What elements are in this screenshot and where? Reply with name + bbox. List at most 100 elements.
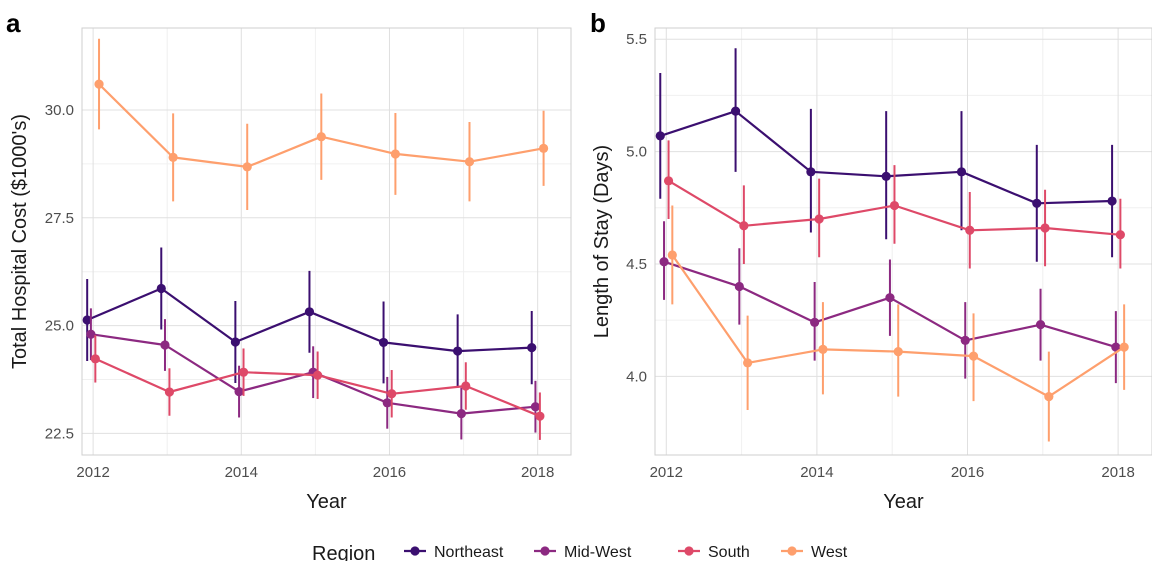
data-point [156, 283, 166, 294]
y-tick-label: 27.5 [45, 210, 74, 227]
series-mid-west [86, 308, 541, 440]
legend-item-label: South [708, 544, 750, 561]
data-point [387, 389, 397, 399]
x-tick-label: 2016 [951, 464, 984, 481]
panel-label: a [6, 8, 21, 38]
series-west [667, 205, 1129, 442]
data-point [1111, 342, 1121, 352]
x-tick-label: 2014 [225, 464, 258, 481]
data-point [1035, 320, 1046, 330]
data-point [234, 386, 244, 397]
data-point [893, 347, 903, 357]
data-point [378, 337, 389, 348]
data-point [82, 315, 92, 325]
panel-a: 2012 2014 2016 2018 22.5 25.0 27.5 30.0 Year Tota… [6, 8, 572, 513]
data-point [810, 317, 820, 328]
data-point [86, 329, 96, 339]
y-tick-label: 5.0 [626, 144, 647, 161]
panel-label: b [590, 8, 606, 38]
data-point [461, 381, 471, 391]
data-point [806, 167, 816, 177]
data-point [456, 408, 466, 419]
y-tick-label: 22.5 [45, 425, 74, 442]
data-point [90, 354, 100, 364]
legend-title: Region [312, 543, 375, 561]
x-tick-label: 2012 [76, 464, 109, 481]
data-point [818, 344, 828, 354]
data-point [168, 152, 178, 162]
data-point [538, 143, 549, 153]
series-south [663, 140, 1125, 269]
data-point [535, 411, 545, 421]
y-axis-title: Length of Stay (Days) [591, 145, 613, 338]
legend-item-label: Mid-West [564, 544, 632, 561]
data-point [734, 281, 744, 292]
y-tick-label: 4.5 [626, 256, 647, 273]
data-point [164, 387, 175, 397]
x-axis-title: Year [306, 491, 347, 513]
data-point [965, 225, 975, 235]
legend-key-point [540, 546, 550, 556]
data-point [530, 402, 541, 412]
y-tick-label: 30.0 [45, 102, 74, 119]
legend: Region Northeast Mid-West South West [312, 543, 848, 561]
series-west [94, 38, 549, 211]
x-axis-title: Year [883, 491, 924, 513]
y-axis-title: Total Hospital Cost ($1000's) [9, 114, 31, 369]
data-point [230, 337, 240, 347]
data-point [1040, 223, 1050, 233]
data-point [382, 398, 392, 408]
data-point [885, 293, 895, 303]
data-point [1032, 198, 1042, 208]
x-tick-label: 2014 [800, 464, 833, 481]
legend-key-point [787, 546, 797, 556]
data-point [659, 257, 669, 267]
y-tick-label: 25.0 [45, 318, 74, 335]
data-point [889, 200, 900, 211]
y-tick-label: 4.0 [626, 368, 647, 385]
data-point [739, 221, 749, 231]
data-point [667, 250, 677, 260]
data-point [814, 214, 824, 224]
data-point [960, 335, 970, 345]
legend-key-point [684, 546, 694, 556]
data-point [1119, 342, 1129, 352]
data-point [160, 340, 170, 350]
series-northeast [82, 247, 537, 388]
series-south [90, 335, 545, 440]
data-point [743, 358, 753, 368]
data-point [464, 157, 475, 167]
data-point [304, 307, 315, 317]
data-point [453, 346, 463, 356]
y-tick-label: 5.5 [626, 31, 647, 48]
data-point [1115, 230, 1125, 240]
data-point [655, 131, 665, 141]
data-point [313, 370, 323, 380]
data-point [663, 176, 674, 186]
legend-key-point [410, 546, 420, 556]
series-mid-west [659, 221, 1121, 384]
panel-b: 2012 2014 2016 2018 4.0 4.5 5.0 5.5 Year Length o… [590, 8, 1152, 513]
data-point [242, 162, 252, 172]
panel-border [81, 27, 572, 456]
data-point [390, 149, 401, 159]
data-point [94, 79, 104, 89]
data-point [1107, 196, 1117, 206]
x-tick-label: 2012 [650, 464, 683, 481]
data-point [956, 167, 967, 177]
series-northeast [655, 48, 1117, 262]
x-tick-label: 2018 [1101, 464, 1134, 481]
legend-item-label: Northeast [434, 544, 504, 561]
data-point [238, 367, 249, 377]
legend-item-label: West [811, 544, 848, 561]
x-tick-label: 2018 [521, 464, 554, 481]
data-point [968, 351, 979, 361]
panel-border [654, 27, 1152, 456]
x-tick-label: 2016 [373, 464, 406, 481]
data-point [316, 132, 326, 142]
data-point [730, 106, 741, 116]
data-point [1044, 391, 1054, 402]
data-point [881, 171, 891, 181]
data-point [527, 343, 537, 353]
